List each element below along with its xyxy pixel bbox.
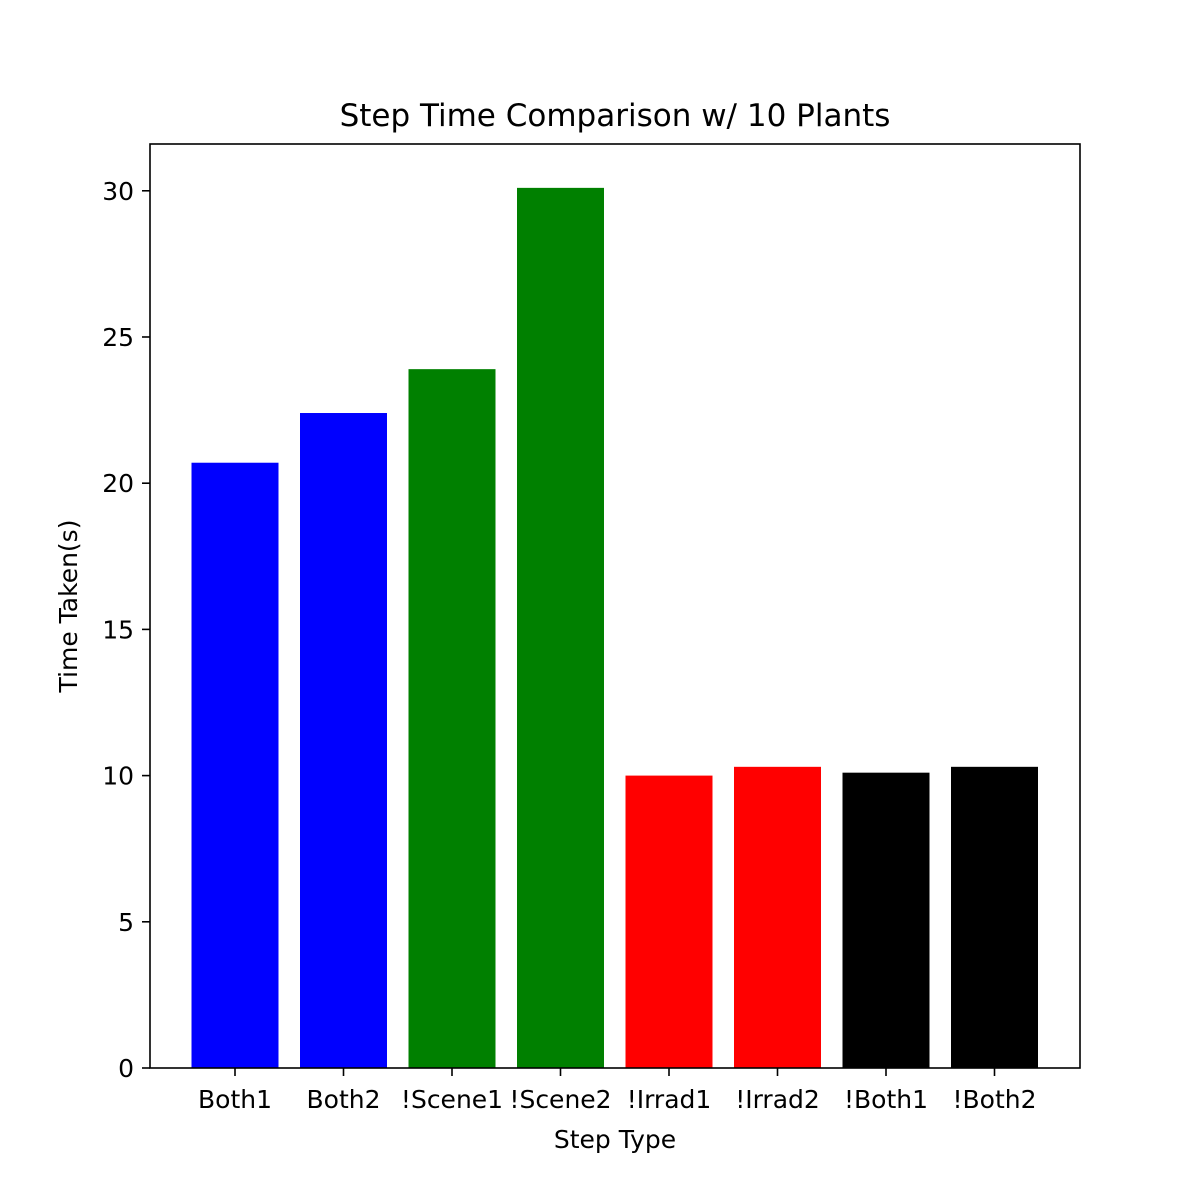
bars-layer <box>191 187 1038 1069</box>
bar-both1 <box>842 772 930 1068</box>
plot-frame <box>149 143 1081 1069</box>
bar-both2 <box>300 413 387 1068</box>
y-tick-label: 10 <box>102 762 134 791</box>
bar-both1 <box>191 462 279 1068</box>
bar-scene1 <box>408 369 496 1069</box>
x-tick-label: !Both1 <box>844 1085 928 1114</box>
bar-irrad2 <box>734 766 821 1068</box>
x-tick-label: Both2 <box>307 1085 381 1114</box>
x-tick-label: !Both2 <box>952 1085 1036 1114</box>
x-tick-label: !Scene2 <box>509 1085 611 1114</box>
y-tick-label: 0 <box>118 1054 134 1083</box>
y-tick-label: 5 <box>118 908 134 937</box>
x-axis: Both1 Both2 !Scene1 !Scene2 !Irrad1 !Irrad2 !B… <box>198 1068 1037 1114</box>
x-axis-label: Step Type <box>554 1125 676 1154</box>
y-axis-label: Time Taken(s) <box>54 520 83 694</box>
x-tick-label: !Irrad2 <box>735 1085 820 1114</box>
x-tick-label: !Irrad1 <box>627 1085 712 1114</box>
bar-irrad1 <box>625 775 713 1068</box>
y-tick-label: 15 <box>102 615 134 644</box>
x-tick-label: !Scene1 <box>401 1085 503 1114</box>
y-tick-label: 25 <box>102 323 134 352</box>
chart-title: Step Time Comparison w/ 10 Plants <box>340 98 891 134</box>
x-tick-label: Both1 <box>198 1085 272 1114</box>
y-tick-label: 30 <box>102 177 134 206</box>
bar-both2 <box>951 766 1038 1068</box>
y-axis: 0 5 10 15 20 25 30 <box>102 177 150 1083</box>
bar-scene2 <box>517 187 604 1068</box>
y-tick-label: 20 <box>102 469 134 498</box>
